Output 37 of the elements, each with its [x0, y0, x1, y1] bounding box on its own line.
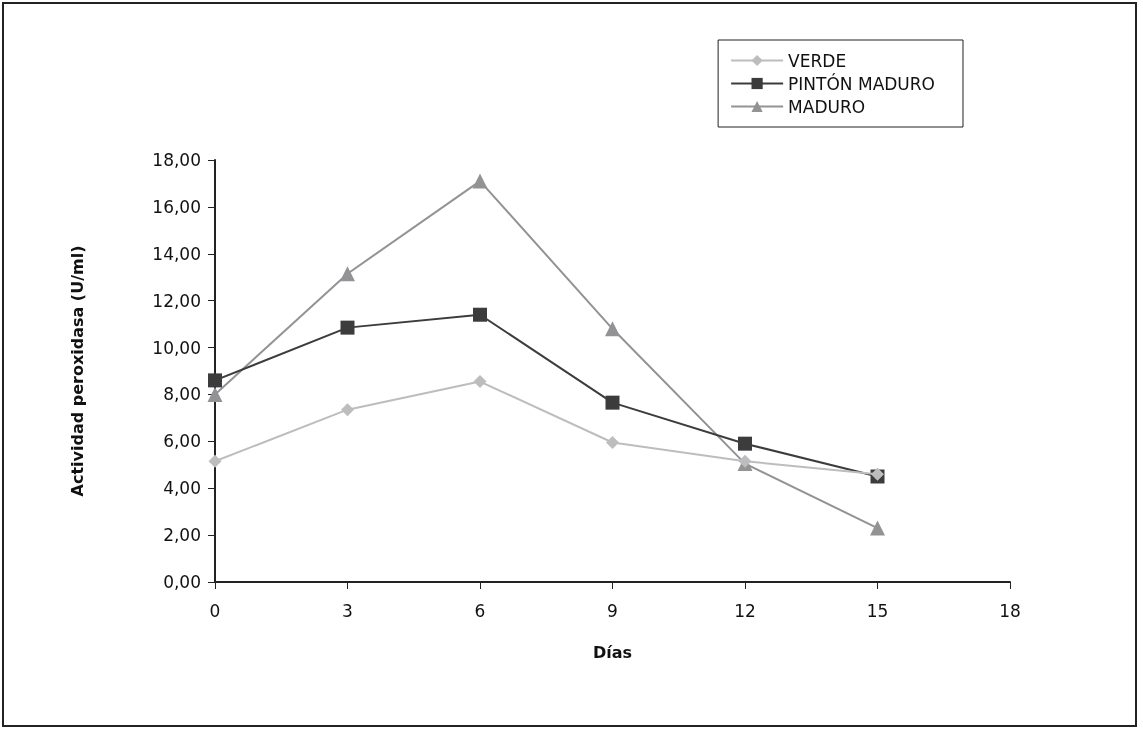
legend-label: VERDE [788, 50, 847, 71]
y-tick-label: 0,00 [163, 572, 201, 592]
x-axis-title: Días [592, 642, 633, 662]
point [341, 403, 354, 417]
y-tick-label: 8,00 [163, 384, 201, 405]
y-tick-label: 18,00 [152, 150, 201, 170]
point [472, 173, 488, 189]
x-tick-label: 15 [866, 600, 889, 621]
y-tick-label: 10,00 [152, 337, 201, 358]
point [340, 266, 355, 282]
x-tick-label: 3 [342, 600, 353, 621]
x-tick-label: 18 [999, 600, 1021, 621]
point [870, 520, 885, 536]
y-tick-label: 16,00 [152, 196, 201, 217]
point [208, 373, 222, 388]
x-tick-label: 12 [734, 600, 756, 621]
point [606, 436, 619, 450]
point [473, 307, 487, 322]
point [208, 454, 222, 468]
x-tick-label: 0 [209, 600, 221, 621]
point [738, 436, 752, 451]
y-axis-title: Actividad peroxidasa (U/ml) [67, 245, 87, 497]
point [605, 395, 620, 410]
y-tick-label: 4,00 [163, 478, 201, 499]
legend-label: MADURO [788, 96, 866, 117]
point [207, 386, 223, 402]
x-tick-label: 6 [474, 600, 486, 621]
y-tick-label: 12,00 [152, 290, 201, 311]
legend-label: PINTÓN MADURO [788, 72, 935, 94]
y-tick-label: 14,00 [152, 243, 201, 264]
point [473, 375, 487, 389]
point [605, 321, 620, 337]
point [738, 454, 752, 468]
point [340, 320, 355, 335]
x-tick-label: 9 [607, 600, 618, 621]
y-tick-label: 6,00 [163, 431, 201, 452]
y-tick-label: 2,00 [163, 525, 201, 546]
